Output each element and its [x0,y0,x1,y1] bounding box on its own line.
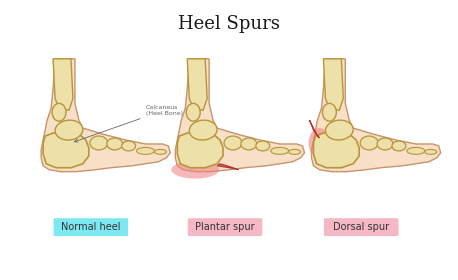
Polygon shape [175,59,305,172]
Polygon shape [177,132,223,168]
Ellipse shape [256,141,270,151]
Polygon shape [311,59,441,172]
Text: Normal heel: Normal heel [61,222,120,232]
Text: Heel Spurs: Heel Spurs [178,15,280,33]
Ellipse shape [322,103,336,121]
Ellipse shape [122,141,136,151]
Text: Calcaneus
(Heel Bone): Calcaneus (Heel Bone) [75,105,182,142]
Ellipse shape [189,120,217,140]
Ellipse shape [90,136,108,150]
Ellipse shape [360,136,378,150]
Polygon shape [53,59,73,110]
Ellipse shape [289,150,300,154]
Polygon shape [217,164,239,170]
Polygon shape [41,59,170,172]
Ellipse shape [271,148,289,154]
Polygon shape [323,59,344,110]
Ellipse shape [186,103,200,121]
FancyBboxPatch shape [188,218,262,236]
Ellipse shape [392,141,406,151]
Polygon shape [43,132,89,168]
Text: Plantar spur: Plantar spur [195,222,255,232]
Ellipse shape [171,161,219,179]
Ellipse shape [55,120,83,140]
Ellipse shape [326,120,353,140]
Polygon shape [313,132,359,168]
Ellipse shape [52,103,66,121]
FancyBboxPatch shape [54,218,128,236]
Ellipse shape [425,150,437,154]
Ellipse shape [224,136,242,150]
Ellipse shape [377,138,393,150]
Polygon shape [187,59,207,110]
Ellipse shape [154,150,166,154]
Ellipse shape [309,128,330,158]
Ellipse shape [136,148,154,154]
Text: Dorsal spur: Dorsal spur [333,222,389,232]
FancyBboxPatch shape [324,218,398,236]
Ellipse shape [241,138,257,150]
Ellipse shape [407,148,425,154]
Polygon shape [310,120,319,138]
Ellipse shape [107,138,123,150]
